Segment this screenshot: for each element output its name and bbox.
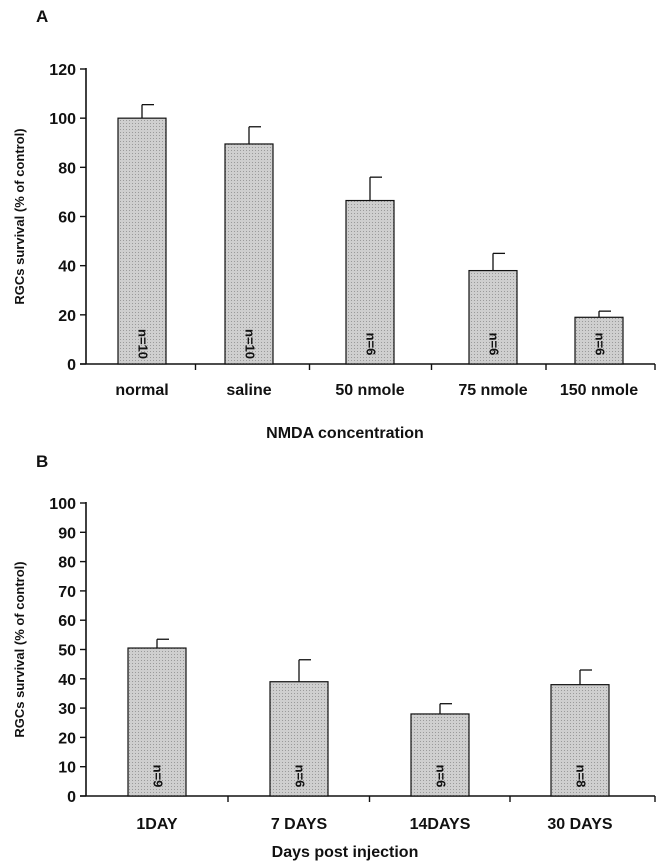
- y-tick-label: 120: [49, 62, 76, 79]
- y-axis-label: RGCs survival (% of control): [12, 128, 27, 304]
- y-tick-label: 80: [58, 555, 76, 572]
- bar: [550, 684, 610, 797]
- y-tick-label: 90: [58, 525, 76, 542]
- x-tick-label: 150 nmole: [560, 382, 638, 399]
- bar-n-label: n=10: [136, 329, 151, 359]
- y-tick-label: 40: [58, 259, 76, 276]
- bar-n-label: n=6: [593, 333, 608, 356]
- x-tick-label: 50 nmole: [335, 382, 404, 399]
- x-tick-label: 7 DAYS: [271, 816, 328, 833]
- y-tick-label: 20: [58, 308, 76, 325]
- y-tick-label: 0: [67, 357, 76, 374]
- x-axis-label: NMDA concentration: [266, 425, 424, 442]
- bar-n-label: n=6: [364, 333, 379, 356]
- bar-n-label: n=9: [151, 765, 166, 788]
- x-tick-label: 14DAYS: [410, 816, 471, 833]
- y-tick-label: 0: [67, 789, 76, 806]
- y-tick-label: 100: [49, 111, 76, 128]
- bar: [224, 143, 274, 365]
- bar-n-label: n=8: [574, 765, 589, 788]
- bar: [574, 316, 624, 365]
- y-tick-label: 10: [58, 760, 76, 777]
- bar-n-label: n=10: [243, 329, 258, 359]
- y-axis-label: RGCs survival (% of control): [12, 561, 27, 737]
- x-tick-label: saline: [226, 382, 271, 399]
- panel-label: A: [36, 7, 48, 26]
- bar-n-label: n=6: [487, 333, 502, 356]
- bar-n-label: n=6: [434, 765, 449, 788]
- y-tick-label: 80: [58, 160, 76, 177]
- y-tick-label: 60: [58, 210, 76, 227]
- bar: [410, 713, 470, 797]
- bar-n-label: n=6: [293, 765, 308, 788]
- y-tick-label: 40: [58, 672, 76, 689]
- panel-label: B: [36, 452, 48, 471]
- y-tick-label: 50: [58, 643, 76, 660]
- y-tick-label: 100: [49, 496, 76, 513]
- x-axis-label: Days post injection: [272, 844, 419, 861]
- y-tick-label: 20: [58, 730, 76, 747]
- x-tick-label: normal: [115, 382, 168, 399]
- bar: [468, 269, 518, 365]
- bar: [345, 199, 395, 365]
- x-tick-label: 75 nmole: [458, 382, 527, 399]
- y-tick-label: 70: [58, 584, 76, 601]
- x-tick-label: 30 DAYS: [547, 816, 613, 833]
- bar: [117, 117, 167, 365]
- y-tick-label: 60: [58, 613, 76, 630]
- bar: [269, 681, 329, 797]
- y-tick-label: 30: [58, 701, 76, 718]
- x-tick-label: 1DAY: [136, 816, 178, 833]
- bar: [127, 647, 187, 797]
